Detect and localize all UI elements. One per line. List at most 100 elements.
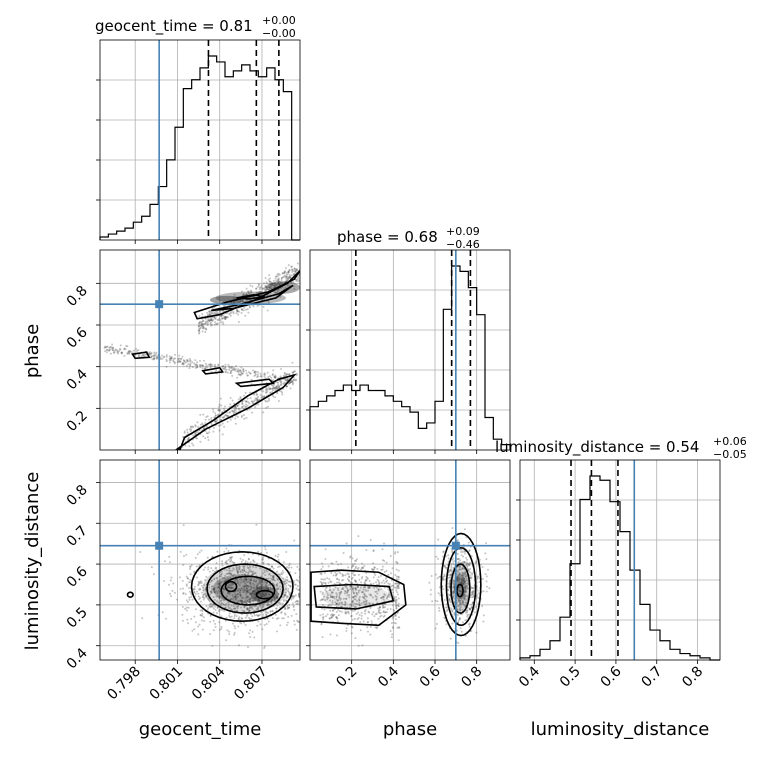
- sample-point: [471, 592, 474, 595]
- sample-point: [182, 587, 185, 590]
- sample-point: [351, 600, 354, 603]
- sample-point: [358, 603, 361, 606]
- sample-point: [276, 385, 279, 388]
- sample-point: [256, 600, 259, 603]
- sample-point: [268, 387, 271, 390]
- sample-point: [251, 590, 254, 593]
- sample-point: [167, 583, 170, 586]
- sample-point: [352, 592, 355, 595]
- x-tick-label-luminosity_distance: 0.5: [557, 664, 584, 691]
- sample-point: [282, 577, 285, 580]
- sample-point: [321, 601, 323, 603]
- sample-point: [460, 578, 463, 581]
- sample-point: [112, 347, 115, 350]
- sample-point: [460, 598, 463, 601]
- sample-point: [264, 611, 267, 614]
- sample-point: [360, 581, 363, 584]
- sample-point: [256, 608, 259, 611]
- sample-point: [216, 318, 219, 321]
- sample-point: [467, 541, 470, 544]
- sample-point: [448, 579, 451, 582]
- sample-point: [141, 617, 144, 620]
- sample-point: [380, 568, 383, 571]
- sample-point: [361, 596, 364, 599]
- sample-point: [223, 580, 226, 583]
- sample-point: [352, 605, 355, 608]
- sample-point: [364, 612, 367, 615]
- sample-point: [363, 592, 366, 595]
- sample-point: [295, 628, 298, 631]
- sample-point: [297, 280, 300, 283]
- sample-point: [218, 582, 221, 585]
- sample-point: [212, 595, 215, 598]
- sample-point: [229, 586, 232, 589]
- sample-point: [265, 613, 268, 616]
- sample-point: [378, 611, 381, 614]
- sample-point: [338, 596, 341, 599]
- sample-point: [481, 605, 484, 608]
- sample-point: [327, 565, 330, 568]
- sample-point: [237, 644, 240, 647]
- truth-marker: [155, 300, 164, 309]
- sample-point: [296, 372, 299, 375]
- sample-point: [342, 552, 345, 555]
- sample-point: [227, 605, 230, 608]
- sample-point: [257, 371, 260, 374]
- sample-point: [458, 573, 461, 576]
- sample-point: [265, 587, 268, 590]
- sample-point: [203, 620, 206, 623]
- sample-point: [249, 372, 252, 375]
- sample-point: [287, 382, 290, 385]
- sample-point: [329, 580, 332, 583]
- sample-point: [287, 264, 290, 267]
- sample-point: [452, 594, 455, 597]
- sample-point: [240, 416, 243, 419]
- sample-point: [198, 564, 201, 567]
- sample-point: [199, 580, 202, 583]
- sample-point: [305, 595, 307, 597]
- sample-point: [182, 563, 185, 566]
- sample-point: [285, 623, 288, 626]
- sample-point: [199, 609, 202, 612]
- sample-point: [229, 583, 232, 586]
- sample-point: [328, 617, 331, 620]
- sample-point: [274, 396, 277, 399]
- sample-point: [285, 277, 288, 280]
- sample-point: [243, 601, 246, 604]
- sample-point: [330, 571, 333, 574]
- sample-point: [266, 577, 269, 580]
- sample-point: [210, 324, 213, 327]
- sample-point: [252, 305, 255, 308]
- sample-point: [116, 351, 119, 354]
- sample-point: [237, 368, 240, 371]
- sample-point: [179, 550, 182, 553]
- sample-point: [268, 274, 271, 277]
- sample-point: [395, 606, 398, 609]
- sample-point: [447, 593, 450, 596]
- sample-point: [205, 364, 208, 367]
- sample-point: [442, 588, 445, 591]
- sample-point: [182, 363, 185, 366]
- sample-point: [488, 587, 491, 590]
- sample-point: [397, 576, 400, 579]
- density-shade: [209, 295, 244, 305]
- sample-point: [239, 577, 242, 580]
- sample-point: [274, 600, 277, 603]
- sample-point: [216, 586, 219, 589]
- x-tick-label-geocent_time: 0.804: [189, 663, 229, 703]
- sample-point: [155, 351, 158, 354]
- sample-point: [254, 405, 257, 408]
- sample-point: [258, 288, 261, 291]
- sample-point: [218, 628, 221, 631]
- sample-point: [393, 586, 396, 589]
- sample-point: [232, 312, 235, 315]
- sample-point: [246, 374, 249, 377]
- sample-point: [320, 581, 323, 584]
- sample-point: [334, 586, 337, 589]
- sample-point: [227, 558, 230, 561]
- sample-point: [211, 604, 214, 607]
- sample-point: [361, 566, 364, 569]
- sample-point: [198, 598, 201, 601]
- sample-point: [288, 580, 291, 583]
